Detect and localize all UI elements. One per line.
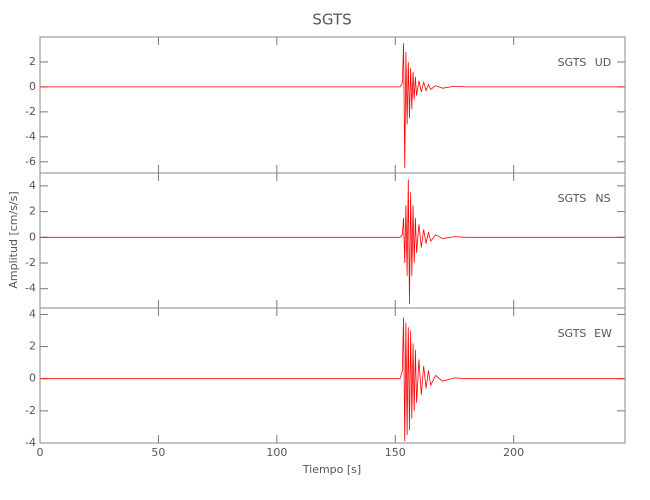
component-label: EW xyxy=(594,327,612,340)
y-tick-label: -2 xyxy=(25,404,36,417)
component-label: UD xyxy=(595,56,612,69)
x-tick-label: 100 xyxy=(266,446,287,459)
y-tick-label: -4 xyxy=(25,436,36,449)
x-tick-label: 50 xyxy=(151,446,165,459)
y-tick-label: -4 xyxy=(25,282,36,295)
y-tick-label: -4 xyxy=(25,130,36,143)
component-label: NS xyxy=(595,192,610,205)
chart-title: SGTS xyxy=(312,11,351,29)
y-tick-label: 4 xyxy=(29,307,36,320)
y-tick-label: -2 xyxy=(25,256,36,269)
y-tick-label: 0 xyxy=(29,372,36,385)
y-axis-label: Amplitud [cm/s/s] xyxy=(7,191,20,288)
y-tick-label: 2 xyxy=(29,340,36,353)
station-label: SGTS xyxy=(558,327,587,340)
x-tick-label: 150 xyxy=(385,446,406,459)
panel-frame xyxy=(39,307,626,444)
y-tick-label: 4 xyxy=(29,179,36,192)
waveform xyxy=(40,179,625,305)
y-tick-label: -2 xyxy=(25,105,36,118)
station-label: SGTS xyxy=(558,56,587,69)
x-axis-label: Tiempo [s] xyxy=(302,463,361,476)
y-tick-label: 2 xyxy=(29,55,36,68)
y-tick-label: 2 xyxy=(29,205,36,218)
y-tick-label: -6 xyxy=(25,155,36,168)
y-tick-label: 0 xyxy=(29,80,36,93)
x-tick-label: 200 xyxy=(503,446,524,459)
panel-frame xyxy=(39,172,626,309)
station-label: SGTS xyxy=(558,192,587,205)
x-tick-label: 0 xyxy=(37,446,44,459)
panel-frame xyxy=(39,36,626,174)
waveform xyxy=(40,43,625,169)
waveform xyxy=(40,317,625,442)
y-tick-label: 0 xyxy=(29,230,36,243)
